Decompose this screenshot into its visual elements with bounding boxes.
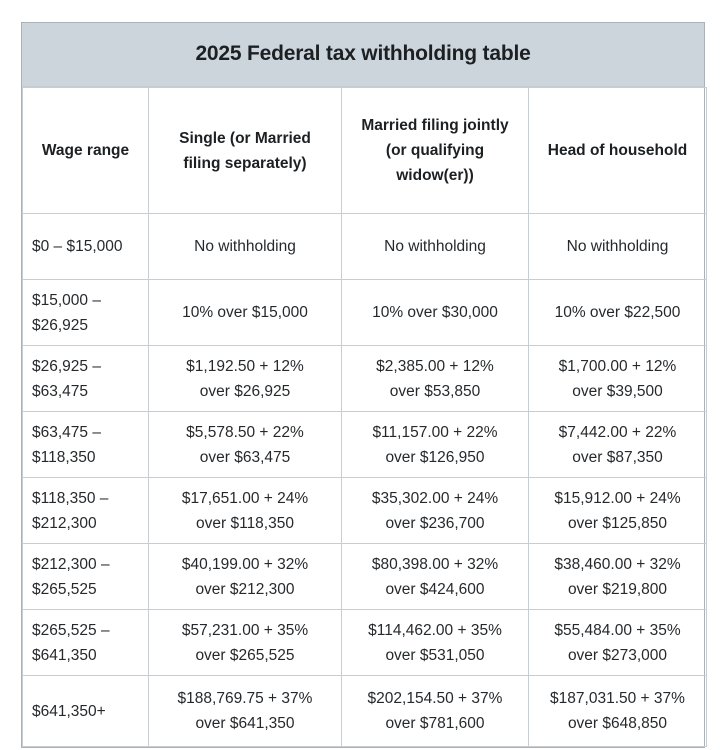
- wage-range-cell: $26,925 – $63,475: [22, 345, 149, 412]
- single-withholding-cell: $1,192.50 + 12% over $26,925: [148, 345, 342, 412]
- wage-range-cell: $265,525 – $641,350: [22, 609, 149, 676]
- married-jointly-withholding-cell: $2,385.00 + 12% over $53,850: [341, 345, 529, 412]
- married-jointly-withholding-cell: $35,302.00 + 24% over $236,700: [341, 477, 529, 544]
- single-withholding-cell: $5,578.50 + 22% over $63,475: [148, 411, 342, 478]
- table-row: $0 – $15,000 No withholding No withholdi…: [22, 213, 707, 280]
- table-body: $0 – $15,000 No withholding No withholdi…: [22, 213, 707, 747]
- single-withholding-cell: 10% over $15,000: [148, 279, 342, 346]
- column-header-married-filing-jointly: Married filing jointly (or qualifying wi…: [341, 87, 529, 214]
- head-of-household-withholding-cell: $187,031.50 + 37% over $648,850: [528, 675, 707, 747]
- married-jointly-withholding-cell: $114,462.00 + 35% over $531,050: [341, 609, 529, 676]
- single-withholding-cell: $188,769.75 + 37% over $641,350: [148, 675, 342, 747]
- header-row: Wage range Single (or Married filing sep…: [22, 87, 707, 214]
- married-jointly-withholding-cell: $11,157.00 + 22% over $126,950: [341, 411, 529, 478]
- wage-range-cell: $641,350+: [22, 675, 149, 747]
- head-of-household-withholding-cell: 10% over $22,500: [528, 279, 707, 346]
- table-row: $641,350+ $188,769.75 + 37% over $641,35…: [22, 675, 707, 747]
- wage-range-cell: $118,350 – $212,300: [22, 477, 149, 544]
- table-row: $265,525 – $641,350 $57,231.00 + 35% ove…: [22, 609, 707, 676]
- married-jointly-withholding-cell: No withholding: [341, 213, 529, 280]
- head-of-household-withholding-cell: No withholding: [528, 213, 707, 280]
- column-header-single: Single (or Married filing separately): [148, 87, 342, 214]
- married-jointly-withholding-cell: $202,154.50 + 37% over $781,600: [341, 675, 529, 747]
- single-withholding-cell: $40,199.00 + 32% over $212,300: [148, 543, 342, 610]
- table-row: $212,300 – $265,525 $40,199.00 + 32% ove…: [22, 543, 707, 610]
- table-row: $63,475 – $118,350 $5,578.50 + 22% over …: [22, 411, 707, 478]
- column-header-wage-range: Wage range: [22, 87, 149, 214]
- single-withholding-cell: $57,231.00 + 35% over $265,525: [148, 609, 342, 676]
- married-jointly-withholding-cell: $80,398.00 + 32% over $424,600: [341, 543, 529, 610]
- head-of-household-withholding-cell: $55,484.00 + 35% over $273,000: [528, 609, 707, 676]
- table-row: $26,925 – $63,475 $1,192.50 + 12% over $…: [22, 345, 707, 412]
- table-title: 2025 Federal tax withholding table: [22, 23, 704, 87]
- wage-range-cell: $63,475 – $118,350: [22, 411, 149, 478]
- single-withholding-cell: $17,651.00 + 24% over $118,350: [148, 477, 342, 544]
- column-header-head-of-household: Head of household: [528, 87, 707, 214]
- wage-range-cell: $0 – $15,000: [22, 213, 149, 280]
- head-of-household-withholding-cell: $38,460.00 + 32% over $219,800: [528, 543, 707, 610]
- table-row: $15,000 – $26,925 10% over $15,000 10% o…: [22, 279, 707, 346]
- married-jointly-withholding-cell: 10% over $30,000: [341, 279, 529, 346]
- head-of-household-withholding-cell: $1,700.00 + 12% over $39,500: [528, 345, 707, 412]
- withholding-table: Wage range Single (or Married filing sep…: [22, 87, 707, 747]
- wage-range-cell: $212,300 – $265,525: [22, 543, 149, 610]
- single-withholding-cell: No withholding: [148, 213, 342, 280]
- head-of-household-withholding-cell: $15,912.00 + 24% over $125,850: [528, 477, 707, 544]
- table-row: $118,350 – $212,300 $17,651.00 + 24% ove…: [22, 477, 707, 544]
- wage-range-cell: $15,000 – $26,925: [22, 279, 149, 346]
- tax-withholding-table-card: 2025 Federal tax withholding table Wage …: [21, 22, 707, 748]
- head-of-household-withholding-cell: $7,442.00 + 22% over $87,350: [528, 411, 707, 478]
